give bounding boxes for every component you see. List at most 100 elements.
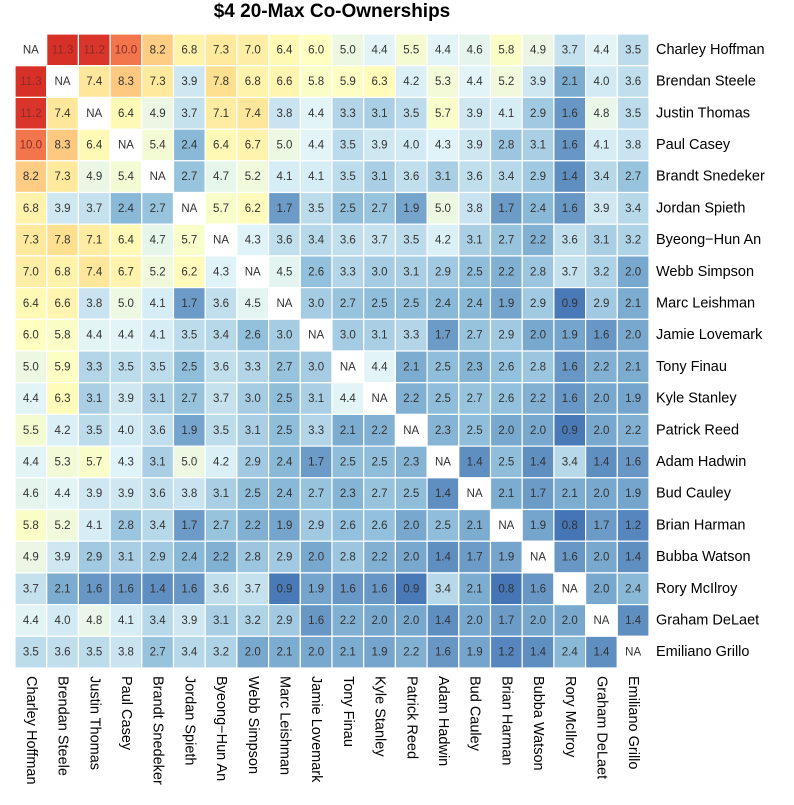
cell-value-label: 3.9 xyxy=(118,488,134,500)
cell-value-label: 7.3 xyxy=(55,171,71,183)
heatmap-cell-rory-mcilroy-x-bubba-watson xyxy=(521,572,555,606)
cell-value-label: 3.0 xyxy=(308,361,324,373)
heatmap-cell-jordan-spieth-x-brian-harman xyxy=(489,191,523,225)
cell-value-label: NA xyxy=(150,171,166,183)
cell-value-label: 4.2 xyxy=(435,235,451,247)
heatmap-cell-graham-delaet-x-rory-mcilroy xyxy=(553,603,587,637)
cell-value-label: 3.1 xyxy=(593,235,609,247)
heatmap-cell-bud-cauley-x-bubba-watson xyxy=(521,477,555,511)
heatmap-cell-tony-finau-x-byeong-hun-an xyxy=(204,350,238,384)
cell-value-label: 7.4 xyxy=(86,266,103,278)
cell-value-label: 5.7 xyxy=(435,108,451,120)
heatmap-cell-webb-simpson-x-jamie-lovemark xyxy=(299,255,333,289)
heatmap-cell-jamie-lovemark-x-patrick-reed xyxy=(394,318,428,352)
row-label: Webb Simpson xyxy=(656,264,754,280)
cell-value-label: 2.7 xyxy=(467,330,483,342)
cell-value-label: 3.6 xyxy=(403,171,419,183)
cell-value-label: 4.4 xyxy=(372,44,389,56)
row-label: Marc Leishman xyxy=(656,295,755,311)
cell-value-label: 3.4 xyxy=(150,615,167,627)
column-label: Webb Simpson xyxy=(245,676,261,774)
heatmap-cell-justin-thomas-x-brandt-snedeker xyxy=(141,96,175,130)
cell-value-label: 2.7 xyxy=(150,647,166,659)
cell-value-label: 4.7 xyxy=(150,235,166,247)
cell-value-label: 3.9 xyxy=(372,139,388,151)
cell-value-label: 2.4 xyxy=(118,203,135,215)
heatmap-cell-jordan-spieth-x-brendan-steele xyxy=(46,191,80,225)
cell-value-label: 3.7 xyxy=(86,203,102,215)
cell-value-label: 2.7 xyxy=(276,361,292,373)
cell-value-label: NA xyxy=(86,108,102,120)
cell-value-label: 6.8 xyxy=(245,76,261,88)
cell-value-label: 1.9 xyxy=(562,330,578,342)
column-label: Jamie Lovemark xyxy=(308,676,324,783)
cell-value-label: 4.4 xyxy=(340,393,357,405)
heatmap-cell-jordan-spieth-x-kyle-stanley xyxy=(363,191,397,225)
cell-value-label: 1.4 xyxy=(593,647,610,659)
row-label: Adam Hadwin xyxy=(656,454,746,470)
heatmap-cell-bud-cauley-x-rory-mcilroy xyxy=(553,477,587,511)
column-label: Justin Thomas xyxy=(86,676,102,770)
cell-value-label: 2.8 xyxy=(498,139,514,151)
cell-value-label: 7.3 xyxy=(150,76,166,88)
cell-value-label: 2.1 xyxy=(276,647,292,659)
cell-value-label: 2.9 xyxy=(245,456,261,468)
heatmap-cell-patrick-reed-x-bubba-watson xyxy=(521,413,555,447)
cell-value-label: 2.4 xyxy=(530,203,547,215)
cell-value-label: 3.4 xyxy=(150,520,167,532)
heatmap-cell-justin-thomas-x-webb-simpson xyxy=(236,96,270,130)
cell-value-label: 1.9 xyxy=(625,393,641,405)
cell-value-label: 2.0 xyxy=(403,520,419,532)
cell-value-label: 2.7 xyxy=(372,488,388,500)
heatmap-cell-brendan-steele-x-brian-harman xyxy=(489,65,523,98)
row-labels: Charley Hoffman Brendan Steele Justin Thom… xyxy=(656,42,765,660)
cell-value-label: NA xyxy=(435,456,451,468)
cell-value-label: 4.0 xyxy=(118,425,134,437)
heatmap-cell-graham-delaet-x-bud-cauley xyxy=(458,603,492,637)
cell-value-label: 3.4 xyxy=(181,647,198,659)
column-label: Bubba Watson xyxy=(530,676,546,771)
cell-value-label: 3.5 xyxy=(625,44,641,56)
cell-value-label: 2.0 xyxy=(308,552,324,564)
heatmap-cell-rory-mcilroy-x-paul-casey xyxy=(109,572,143,606)
cell-value-label: 1.4 xyxy=(593,456,610,468)
cell-value-label: 1.6 xyxy=(86,583,102,595)
cell-value-label: 2.9 xyxy=(308,520,324,532)
cell-value-label: 3.1 xyxy=(213,615,229,627)
cell-value-label: 5.2 xyxy=(55,520,71,532)
heatmap-cell-brandt-snedeker-x-marc-leishman xyxy=(268,160,301,194)
cell-value-label: 2.5 xyxy=(498,456,514,468)
cell-value-label: 1.4 xyxy=(530,456,547,468)
heatmap-cell-brandt-snedeker-x-brian-harman xyxy=(489,160,523,194)
cell-value-label: NA xyxy=(530,552,546,564)
cell-value-label: 3.1 xyxy=(118,552,134,564)
cell-value-label: 1.9 xyxy=(276,520,292,532)
cell-value-label: 1.6 xyxy=(372,583,388,595)
cell-value-label: 2.9 xyxy=(593,298,609,310)
cell-value-label: 4.4 xyxy=(23,393,40,405)
heatmap-cell-tony-finau-x-jamie-lovemark xyxy=(299,350,333,384)
heatmap-cell-graham-delaet-x-marc-leishman xyxy=(268,603,301,637)
heatmap-cell-brandt-snedeker-x-emiliano-grillo xyxy=(616,160,650,194)
heatmap-cell-brandt-snedeker-x-brendan-steele xyxy=(46,160,80,194)
heatmap-cell-byeong-hun-an-x-jordan-spieth xyxy=(172,223,206,257)
column-labels: Charley Hoffman Brendan Steele Justin Thom… xyxy=(23,676,641,785)
heatmap-cell-charley-hoffman-x-jordan-spieth xyxy=(172,33,206,67)
column-label: Patrick Reed xyxy=(403,676,419,759)
heatmap-cell-rory-mcilroy-x-adam-hadwin xyxy=(426,572,460,606)
cell-value-label: 1.7 xyxy=(498,203,514,215)
heatmap-cell-graham-delaet-x-charley-hoffman xyxy=(14,603,48,637)
cell-value-label: 4.3 xyxy=(118,456,134,468)
cell-value-label: 2.0 xyxy=(245,647,261,659)
heatmap-cell-paul-casey-x-charley-hoffman xyxy=(14,128,48,162)
cell-value-label: 2.5 xyxy=(435,361,451,373)
heatmap-cell-brandt-snedeker-x-brandt-snedeker xyxy=(141,160,175,194)
heatmap-cell-brian-harman-x-bud-cauley xyxy=(458,508,492,542)
cell-value-label: 1.4 xyxy=(625,552,642,564)
heatmap-cell-jamie-lovemark-x-brian-harman xyxy=(489,318,523,352)
heatmap-cell-paul-casey-x-marc-leishman xyxy=(268,128,301,162)
cell-value-label: 3.1 xyxy=(372,108,388,120)
heatmap-cell-charley-hoffman-x-webb-simpson xyxy=(236,33,270,67)
heatmap-cell-bubba-watson-x-brendan-steele xyxy=(46,540,80,574)
cell-value-label: 2.7 xyxy=(372,203,388,215)
